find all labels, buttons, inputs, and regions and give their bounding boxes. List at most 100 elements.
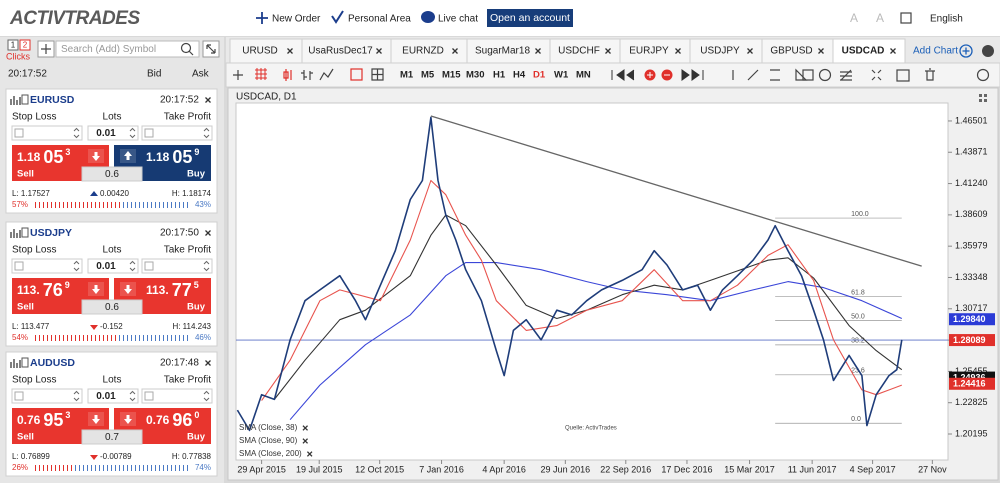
timeframe[interactable]: M30: [466, 70, 484, 81]
timeframe[interactable]: M1: [400, 70, 414, 81]
spinner[interactable]: [129, 390, 136, 402]
close-icon[interactable]: [205, 360, 211, 366]
spinner[interactable]: [129, 260, 136, 272]
ellipse-tool[interactable]: [818, 68, 832, 82]
menu-item[interactable]: Live chat: [438, 14, 478, 25]
buy-sentiment: 46%: [195, 333, 211, 342]
tab[interactable]: [301, 38, 392, 64]
close-icon[interactable]: [675, 48, 681, 54]
input-box[interactable]: [11, 258, 83, 274]
close-all[interactable]: [982, 45, 994, 57]
amount-box[interactable]: [81, 429, 143, 445]
day-low: L: 0.76899: [12, 452, 50, 461]
nav-icon[interactable]: [611, 69, 635, 81]
tab-label: EURJPY: [629, 46, 669, 57]
close-icon[interactable]: [302, 425, 309, 431]
language[interactable]: English: [930, 14, 963, 25]
sell-price: 0.76 95 3: [17, 410, 70, 430]
stop-loss-label: Stop Loss: [12, 245, 56, 256]
y-tick-label: 1.46501: [955, 115, 988, 125]
candle-tool[interactable]: [283, 69, 292, 81]
close-icon[interactable]: [205, 230, 211, 236]
quote-time: 20:17:52: [160, 95, 199, 106]
spinner[interactable]: [203, 390, 210, 402]
price-pips: 96: [172, 410, 192, 430]
input-box[interactable]: [141, 125, 213, 141]
timeframe[interactable]: H4: [513, 70, 526, 81]
grid-tool[interactable]: [255, 68, 267, 80]
input-box[interactable]: [11, 388, 83, 404]
input-box[interactable]: [87, 388, 139, 404]
bid-header: Bid: [147, 69, 161, 80]
search-box[interactable]: [55, 40, 200, 58]
open-account-button[interactable]: [487, 9, 573, 27]
checkbox[interactable]: [144, 261, 154, 271]
add-chart[interactable]: Add Chart: [913, 46, 958, 57]
click-mode[interactable]: [7, 39, 19, 51]
close-icon[interactable]: [302, 438, 309, 444]
font-size-icon[interactable]: A: [850, 11, 858, 25]
timeframe[interactable]: D1: [533, 70, 546, 81]
input-box[interactable]: [87, 258, 139, 274]
menu-item[interactable]: Personal Area: [348, 14, 411, 25]
close-icon[interactable]: [818, 48, 824, 54]
spinner[interactable]: [203, 127, 210, 139]
layout-tool[interactable]: [371, 68, 384, 81]
nav-icon[interactable]: [681, 69, 704, 81]
amount-box[interactable]: [81, 299, 143, 315]
font-size-icon[interactable]: A: [876, 11, 884, 25]
click-mode[interactable]: [19, 39, 31, 51]
symbol[interactable]: EURUSD: [30, 94, 75, 106]
checkbox[interactable]: [14, 391, 24, 401]
line-tool[interactable]: [319, 68, 334, 81]
price-tag: [949, 377, 995, 390]
input-box[interactable]: [87, 125, 139, 141]
fib-tool[interactable]: [840, 69, 852, 81]
spinner[interactable]: [73, 127, 80, 139]
delete-tool[interactable]: [925, 68, 935, 81]
timeframe[interactable]: H1: [493, 70, 506, 81]
spinner[interactable]: [73, 390, 80, 402]
checkbox[interactable]: [14, 128, 24, 138]
price-pips: 95: [43, 410, 63, 430]
input-box[interactable]: [141, 388, 213, 404]
timeframe[interactable]: MN: [576, 70, 591, 81]
close-icon[interactable]: [205, 97, 211, 103]
close-icon[interactable]: [605, 48, 611, 54]
checkbox[interactable]: [144, 128, 154, 138]
timeframe[interactable]: W1: [554, 70, 569, 81]
close-icon[interactable]: [287, 48, 293, 54]
menu-item[interactable]: New Order: [272, 14, 321, 25]
close-icon[interactable]: [376, 48, 382, 54]
close-icon[interactable]: [535, 48, 541, 54]
close-icon[interactable]: [306, 451, 313, 457]
amount-box[interactable]: [81, 166, 143, 182]
area-tool[interactable]: [350, 68, 363, 81]
timeframe[interactable]: M5: [421, 70, 435, 81]
spinner[interactable]: [203, 260, 210, 272]
window-icon[interactable]: [900, 12, 912, 24]
timeframe[interactable]: M15: [442, 70, 461, 81]
indicator-tool[interactable]: [896, 69, 910, 82]
checkbox[interactable]: [144, 391, 154, 401]
spinner[interactable]: [73, 260, 80, 272]
input-box[interactable]: [11, 125, 83, 141]
close-icon[interactable]: [747, 48, 753, 54]
crosshair-tool[interactable]: [233, 70, 243, 80]
bar-tool[interactable]: [301, 70, 313, 80]
checkbox[interactable]: [14, 261, 24, 271]
close-icon[interactable]: [452, 48, 458, 54]
settings[interactable]: [976, 68, 990, 82]
draw-tools[interactable]: [732, 68, 808, 81]
fit-tool[interactable]: [871, 69, 882, 81]
rect-tool[interactable]: [802, 69, 814, 81]
close-icon[interactable]: [890, 48, 896, 54]
spinner[interactable]: [129, 127, 136, 139]
input-box[interactable]: [141, 258, 213, 274]
symbol[interactable]: AUDUSD: [30, 357, 75, 369]
tab[interactable]: [466, 38, 551, 64]
panel-menu[interactable]: [979, 94, 987, 102]
x-tick-label: 11 Jun 2017: [788, 464, 837, 474]
symbol[interactable]: USDJPY: [30, 227, 72, 239]
sell-price: 1.18 05 3: [17, 147, 70, 167]
